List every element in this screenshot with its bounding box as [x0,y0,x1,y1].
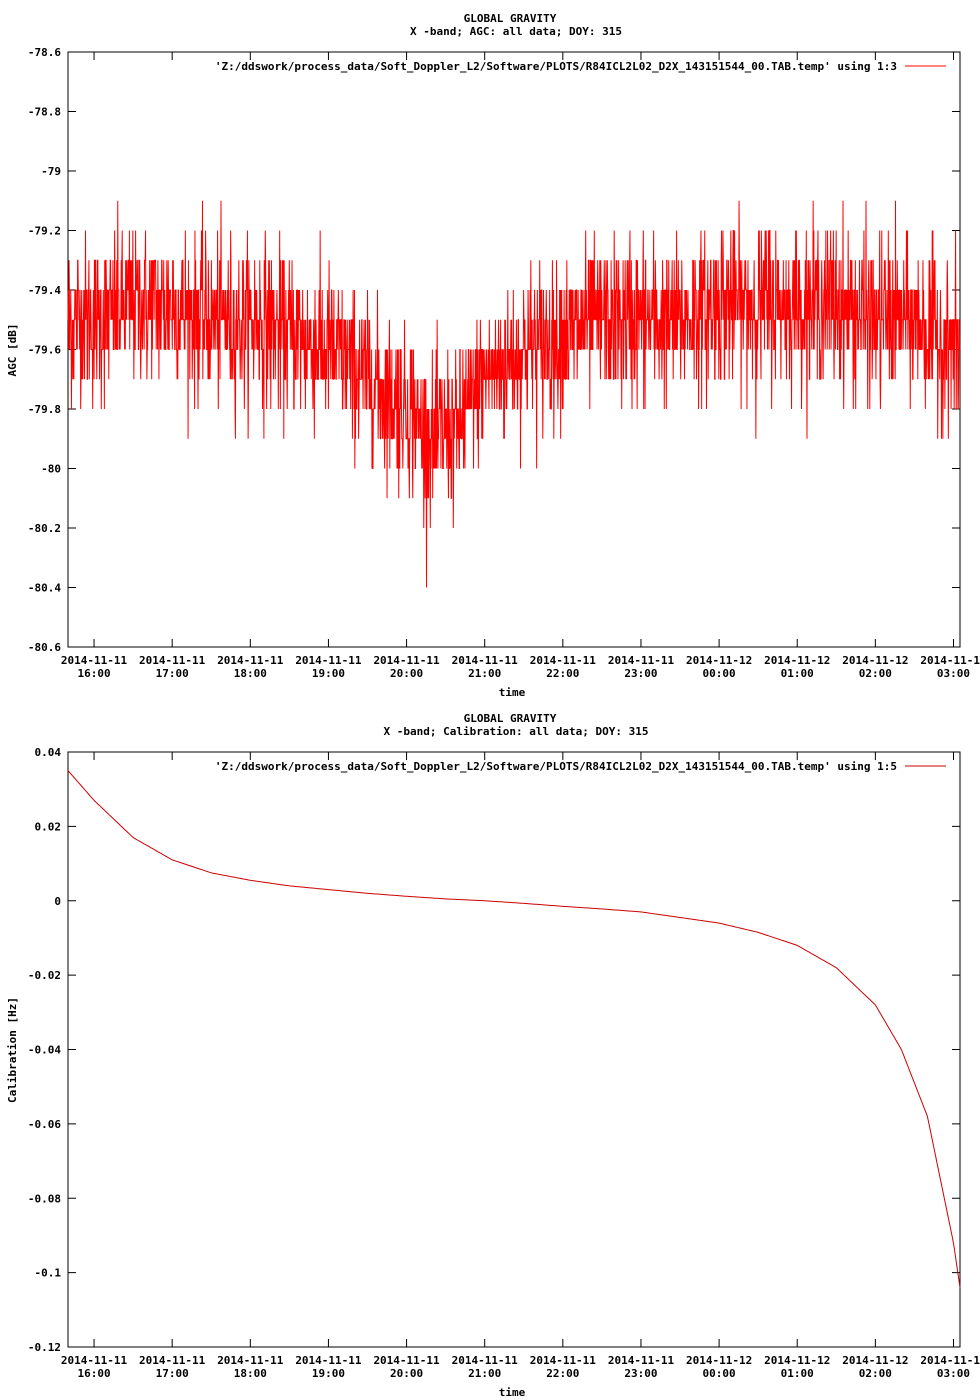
y-tick-label: 0 [54,895,61,908]
x-tick-time: 03:00 [937,667,970,680]
x-tick-date: 2014-11-12 [842,1354,908,1367]
x-tick-date: 2014-11-12 [686,1354,752,1367]
x-tick-date: 2014-11-12 [920,654,980,667]
x-tick-time: 02:00 [859,667,892,680]
x-tick-time: 21:00 [468,1367,501,1380]
chart-title: GLOBAL GRAVITY [464,712,557,725]
legend: 'Z:/ddswork/process_data/Soft_Doppler_L2… [215,760,946,773]
y-tick-label: -78.6 [28,46,61,59]
x-tick-time: 22:00 [546,1367,579,1380]
series-line [67,200,961,588]
x-tick-date: 2014-11-11 [61,654,128,667]
y-axis-label: AGC [dB] [6,324,19,377]
x-tick-date: 2014-11-11 [139,654,206,667]
y-tick-label: -79.8 [28,403,61,416]
y-axis-label: Calibration [Hz] [6,997,19,1103]
x-tick-date: 2014-11-12 [764,654,830,667]
y-tick-label: -80 [41,463,61,476]
agc-chart: GLOBAL GRAVITY X -band; AGC: all data; D… [6,12,980,699]
x-axis-label: time [499,686,526,699]
series-line [67,770,961,1288]
x-tick-date: 2014-11-11 [217,654,284,667]
x-tick-date: 2014-11-11 [373,654,440,667]
x-tick-time: 17:00 [156,667,189,680]
x-tick-time: 16:00 [77,667,110,680]
y-tick-label: -80.6 [28,641,61,654]
y-tick-label: -0.02 [28,969,61,982]
x-tick-date: 2014-11-11 [61,1354,128,1367]
x-tick-time: 18:00 [234,667,267,680]
x-tick-time: 16:00 [77,1367,110,1380]
x-tick-date: 2014-11-11 [608,1354,675,1367]
y-tick-label: 0.04 [35,746,62,759]
x-tick-date: 2014-11-11 [373,1354,440,1367]
x-tick-date: 2014-11-12 [764,1354,830,1367]
x-tick-date: 2014-11-11 [530,1354,597,1367]
x-tick-date: 2014-11-11 [295,1354,362,1367]
x-tick-time: 19:00 [312,1367,345,1380]
x-tick-date: 2014-11-12 [842,654,908,667]
x-tick-date: 2014-11-12 [686,654,752,667]
x-tick-date: 2014-11-11 [452,1354,519,1367]
plot-frame [67,751,961,1348]
plot-axes: 0.040.020-0.02-0.04-0.06-0.08-0.1-0.1220… [28,746,980,1380]
x-tick-time: 23:00 [624,667,657,680]
data-series [67,200,961,588]
x-tick-time: 18:00 [234,1367,267,1380]
x-tick-time: 01:00 [781,667,814,680]
y-tick-label: -79 [41,165,61,178]
x-tick-date: 2014-11-12 [920,1354,980,1367]
y-tick-label: -79.2 [28,225,61,238]
x-tick-time: 21:00 [468,667,501,680]
x-tick-time: 19:00 [312,667,345,680]
y-tick-label: -79.4 [28,284,61,297]
data-series [67,770,961,1288]
x-tick-time: 01:00 [781,1367,814,1380]
y-tick-label: -0.08 [28,1192,61,1205]
x-tick-time: 02:00 [859,1367,892,1380]
y-tick-label: -0.12 [28,1341,61,1354]
y-tick-label: -0.1 [35,1267,62,1280]
y-tick-label: -80.4 [28,582,61,595]
x-tick-date: 2014-11-11 [608,654,675,667]
y-tick-label: -79.6 [28,344,61,357]
legend-label: 'Z:/ddswork/process_data/Soft_Doppler_L2… [215,760,897,773]
x-tick-date: 2014-11-11 [452,654,519,667]
x-tick-date: 2014-11-11 [530,654,597,667]
chart-subtitle: X -band; AGC: all data; DOY: 315 [410,25,622,38]
x-tick-time: 23:00 [624,1367,657,1380]
x-tick-time: 20:00 [390,1367,423,1380]
x-tick-time: 00:00 [703,1367,736,1380]
x-tick-time: 20:00 [390,667,423,680]
legend-label: 'Z:/ddswork/process_data/Soft_Doppler_L2… [215,60,897,73]
chart-title: GLOBAL GRAVITY [464,12,557,25]
x-tick-date: 2014-11-11 [139,1354,206,1367]
chart-subtitle: X -band; Calibration: all data; DOY: 315 [384,725,649,738]
x-tick-date: 2014-11-11 [295,654,362,667]
y-tick-label: -80.2 [28,522,61,535]
x-tick-time: 17:00 [156,1367,189,1380]
y-tick-label: 0.02 [35,820,62,833]
x-tick-time: 22:00 [546,667,579,680]
x-axis-label: time [499,1386,526,1399]
x-tick-time: 03:00 [937,1367,970,1380]
plot-axes: -78.6 -78.8 -79 -79.2 -79.4 -79.6 -79.8 -80 -80.… [28,46,980,680]
y-tick-label: -78.8 [28,106,61,119]
x-tick-date: 2014-11-11 [217,1354,284,1367]
y-tick-label: -0.06 [28,1118,61,1131]
y-tick-label: -0.04 [28,1044,61,1057]
legend: 'Z:/ddswork/process_data/Soft_Doppler_L2… [215,60,946,73]
x-tick-time: 00:00 [703,667,736,680]
calibration-chart: GLOBAL GRAVITY X -band; Calibration: all… [6,712,980,1399]
